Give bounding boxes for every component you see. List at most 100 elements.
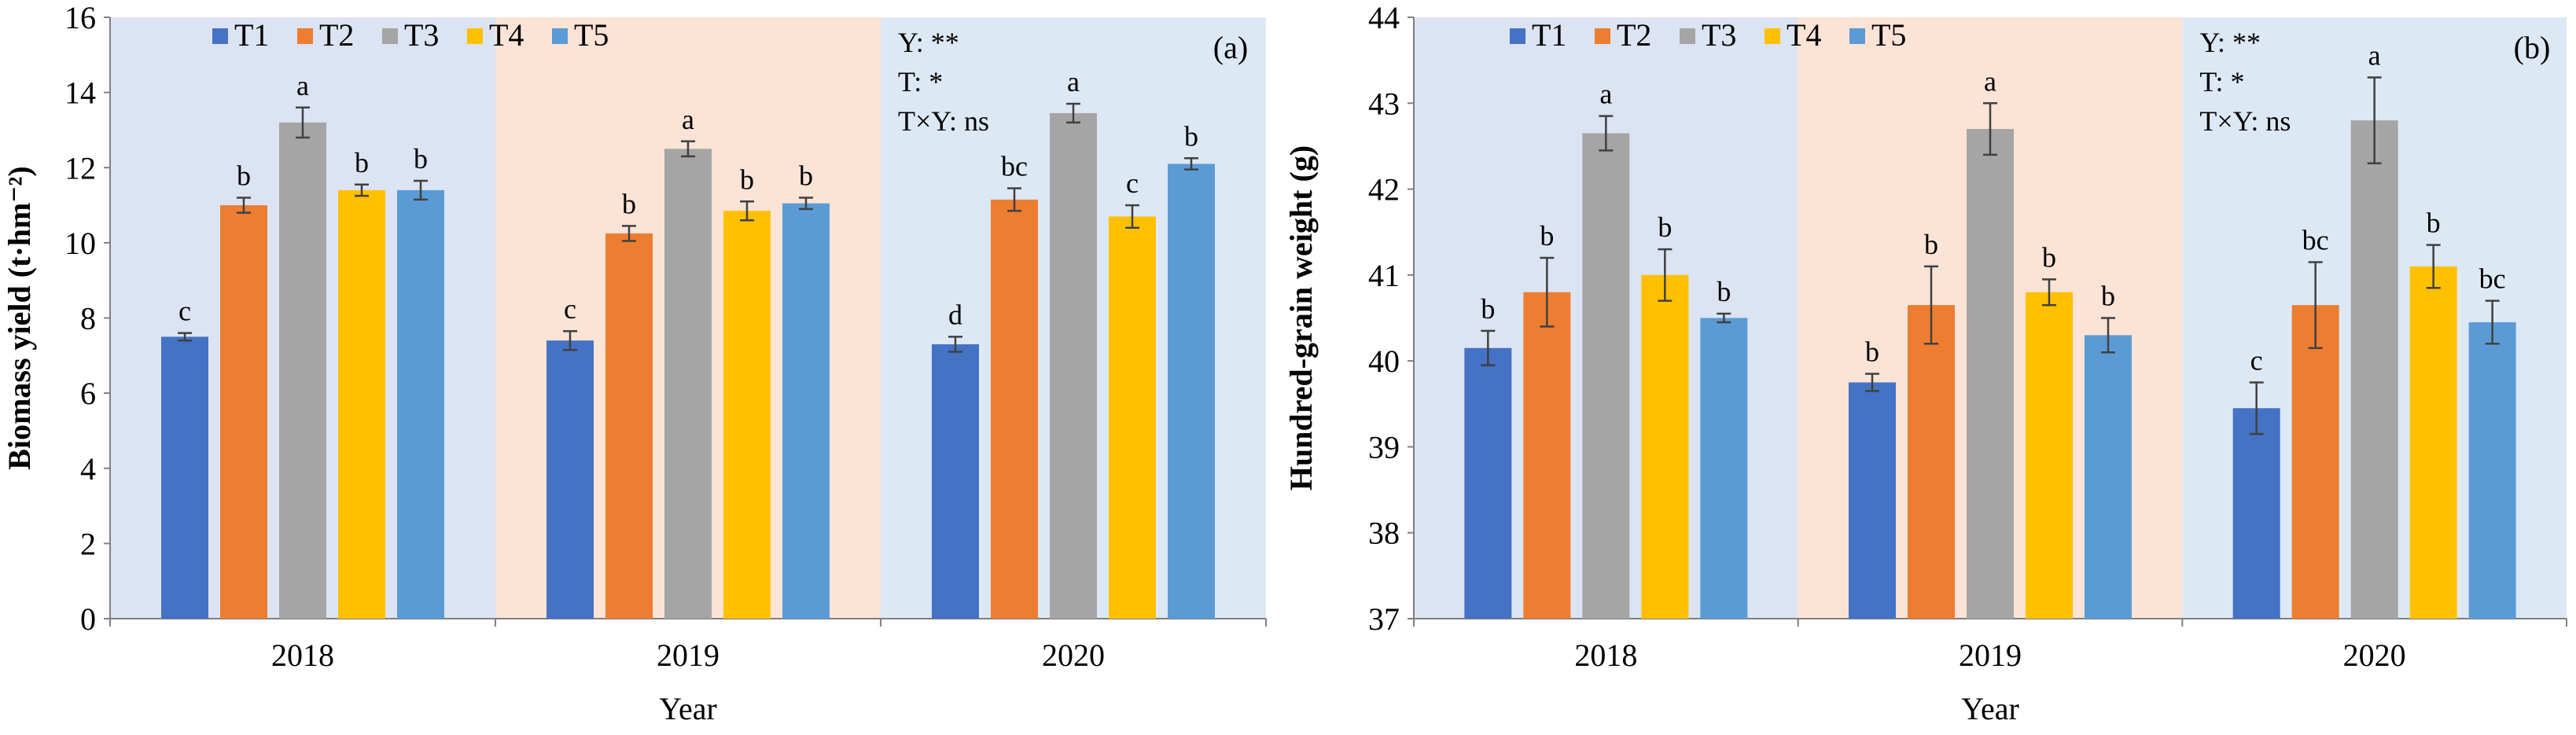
legend-label-T1: T1 [1532, 17, 1566, 53]
bar-T1-2019 [546, 340, 594, 619]
y-tick-label: 39 [1368, 429, 1400, 465]
significance-letter: bc [1001, 151, 1028, 182]
legend-label-T2: T2 [1617, 17, 1651, 53]
stat-annotation: T: * [2199, 66, 2244, 97]
y-tick-label: 44 [1368, 0, 1400, 35]
bar-T3-2019 [1967, 129, 2014, 619]
legend-label-T3: T3 [404, 17, 439, 53]
legend-label-T3: T3 [1702, 17, 1736, 53]
significance-letter: b [2042, 241, 2056, 273]
significance-letter: bc [2302, 224, 2329, 255]
significance-letter: c [178, 296, 191, 327]
significance-letter: b [799, 160, 813, 192]
significance-letter: b [1184, 120, 1198, 152]
x-axis-title: Year [1961, 691, 2019, 726]
bar-T5-2020 [2468, 322, 2516, 619]
significance-letter: a [1067, 66, 1080, 97]
x-tick-label: 2019 [1959, 638, 2022, 673]
y-tick-label: 41 [1368, 258, 1400, 293]
bar-T2-2020 [991, 199, 1038, 619]
y-tick-label: 2 [80, 526, 96, 561]
significance-letter: b [1658, 211, 1672, 243]
significance-letter: b [355, 147, 369, 178]
significance-letter: b [1924, 229, 1938, 260]
bar-T3-2018 [279, 122, 326, 619]
significance-letter: b [622, 188, 636, 219]
significance-letter: b [1481, 293, 1495, 325]
bar-T4-2019 [723, 211, 771, 619]
stat-annotation: T×Y: ns [2199, 105, 2291, 137]
panel-tag: (a) [1213, 30, 1248, 65]
bar-T1-2018 [1464, 347, 1512, 619]
bar-T1-2020 [2232, 408, 2280, 619]
legend-swatch-T2 [1595, 28, 1610, 44]
bar-T2-2018 [1523, 292, 1571, 619]
legend-label-T1: T1 [234, 17, 269, 53]
significance-letter: c [2250, 344, 2263, 376]
y-axis-title: Biomass yield (t·hm⁻²) [2, 166, 37, 469]
bar-T1-2018 [161, 336, 208, 619]
significance-letter: b [2101, 281, 2115, 312]
legend-swatch-T5 [1849, 28, 1865, 44]
legend-label-T5: T5 [1871, 17, 1906, 53]
bar-T4-2018 [338, 189, 385, 619]
stat-annotation: T×Y: ns [898, 105, 989, 137]
y-tick-label: 37 [1368, 601, 1400, 637]
y-axis-title: Hundred-grain weight (g) [1283, 145, 1319, 491]
y-tick-label: 4 [80, 451, 96, 487]
panel-tag: (b) [2514, 30, 2551, 65]
legend-swatch-T3 [382, 28, 398, 44]
legend-swatch-T4 [1765, 28, 1780, 44]
y-tick-label: 16 [64, 0, 96, 35]
x-tick-label: 2020 [1042, 638, 1105, 673]
y-tick-label: 8 [80, 301, 96, 336]
y-tick-label: 6 [80, 376, 96, 411]
legend-swatch-T4 [467, 28, 483, 44]
significance-letter: c [564, 293, 576, 325]
x-axis-title: Year [659, 691, 717, 726]
legend-swatch-T1 [1510, 28, 1525, 44]
bar-T1-2019 [1849, 382, 1896, 619]
legend-label-T4: T4 [489, 17, 524, 53]
significance-letter: a [1984, 65, 1996, 97]
bar-T3-2020 [2350, 120, 2398, 619]
panel-b-hundred-grain-weight-chart: 37 38 39 40 41 42 43 44 b b a b b 2018 b b a b b 2019 c bc a b b… [1283, 0, 2567, 726]
bar-T2-2018 [220, 205, 267, 619]
significance-letter: b [740, 164, 754, 195]
stat-annotation: Y: ** [898, 27, 959, 58]
legend-label-T4: T4 [1787, 17, 1821, 53]
legend-label-T2: T2 [319, 17, 354, 53]
significance-letter: b [1717, 276, 1731, 307]
legend-swatch-T1 [212, 28, 228, 44]
significance-letter: a [296, 70, 309, 101]
y-tick-label: 40 [1368, 344, 1400, 379]
bar-T5-2019 [782, 203, 830, 619]
bar-T3-2018 [1582, 133, 1630, 619]
significance-letter: b [237, 160, 251, 192]
x-tick-label: 2018 [1574, 638, 1637, 673]
bar-T2-2019 [1908, 305, 1955, 619]
significance-letter: c [1126, 167, 1139, 199]
y-tick-label: 10 [64, 226, 96, 261]
bar-T4-2020 [1109, 216, 1156, 619]
panel-a-biomass-yield-chart: 0 2 4 6 8 10 12 14 16 c b a b b 2018 c b a b b 2019 d bc a c b 202… [2, 0, 1267, 726]
y-tick-label: 38 [1368, 516, 1400, 551]
significance-letter: a [682, 104, 694, 135]
x-tick-label: 2020 [2343, 638, 2406, 673]
bar-T4-2020 [2409, 266, 2457, 619]
x-tick-label: 2018 [271, 638, 334, 673]
bar-T1-2020 [932, 344, 979, 619]
bar-T2-2020 [2291, 305, 2339, 619]
significance-letter: b [2427, 208, 2441, 239]
bar-T5-2020 [1168, 164, 1215, 619]
bar-T4-2019 [2026, 292, 2073, 619]
significance-letter: a [2368, 40, 2381, 72]
significance-letter: b [414, 143, 428, 175]
stat-annotation: T: * [898, 66, 943, 97]
stat-annotation: Y: ** [2199, 27, 2261, 58]
x-tick-label: 2019 [657, 638, 719, 673]
bar-T3-2020 [1050, 112, 1097, 619]
y-tick-label: 0 [80, 601, 96, 637]
bar-T5-2018 [1700, 318, 1748, 619]
